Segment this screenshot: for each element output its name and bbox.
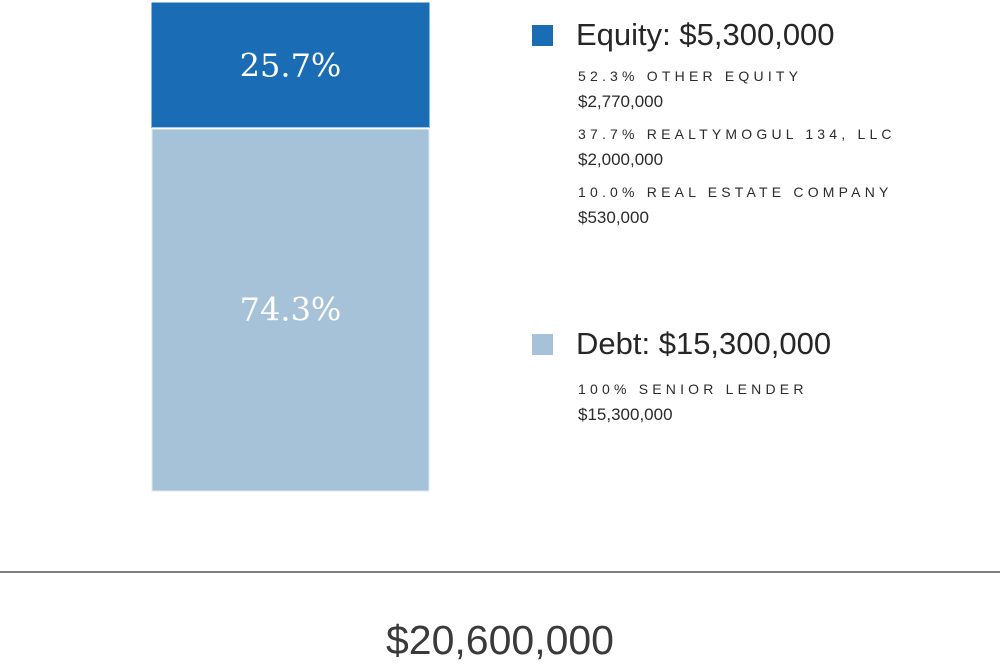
total-capitalization: $20,600,000	[385, 617, 614, 663]
debt-legend-title: Debt: $15,300,000	[576, 326, 832, 361]
equity-holder-name: 10.0% Real Estate Company	[578, 184, 893, 200]
debt-holder-amount: $15,300,000	[578, 405, 673, 424]
equity-holder: 10.0% Real Estate Company $530,000	[578, 183, 972, 229]
equity-holder-name: 37.7% RealtyMogul 134, LLC	[578, 126, 896, 142]
equity-holder: 52.3% Other Equity $2,770,000	[578, 67, 972, 113]
equity-swatch	[532, 24, 553, 46]
equity-holder-amount: $2,770,000	[578, 92, 664, 111]
equity-holders-list: 52.3% Other Equity $2,770,000 37.7% Real…	[578, 67, 972, 229]
debt-holder-name: 100% Senior Lender	[578, 381, 808, 397]
equity-legend-title: Equity: $5,300,000	[576, 17, 835, 52]
debt-legend: Debt: $15,300,000 100% Senior Lender $15…	[532, 324, 972, 426]
bar-segment-equity	[151, 2, 430, 129]
debt-holder: 100% Senior Lender $15,300,000	[578, 380, 972, 426]
divider	[0, 571, 1000, 573]
data-label-debt: 74.3%	[240, 291, 342, 329]
data-label-equity: 25.7%	[240, 47, 342, 85]
equity-holder-name: 52.3% Other Equity	[578, 68, 803, 84]
equity-holder-amount: $530,000	[578, 208, 649, 227]
equity-legend: Equity: $5,300,000 52.3% Other Equity $2…	[532, 15, 972, 229]
debt-swatch	[532, 333, 553, 355]
capital-stack-chart: 25.7% 74.3%	[151, 2, 430, 492]
equity-holder-amount: $2,000,000	[578, 150, 664, 169]
debt-holders-list: 100% Senior Lender $15,300,000	[578, 380, 972, 426]
equity-holder: 37.7% RealtyMogul 134, LLC $2,000,000	[578, 125, 972, 171]
bar-segment-debt	[151, 127, 430, 492]
